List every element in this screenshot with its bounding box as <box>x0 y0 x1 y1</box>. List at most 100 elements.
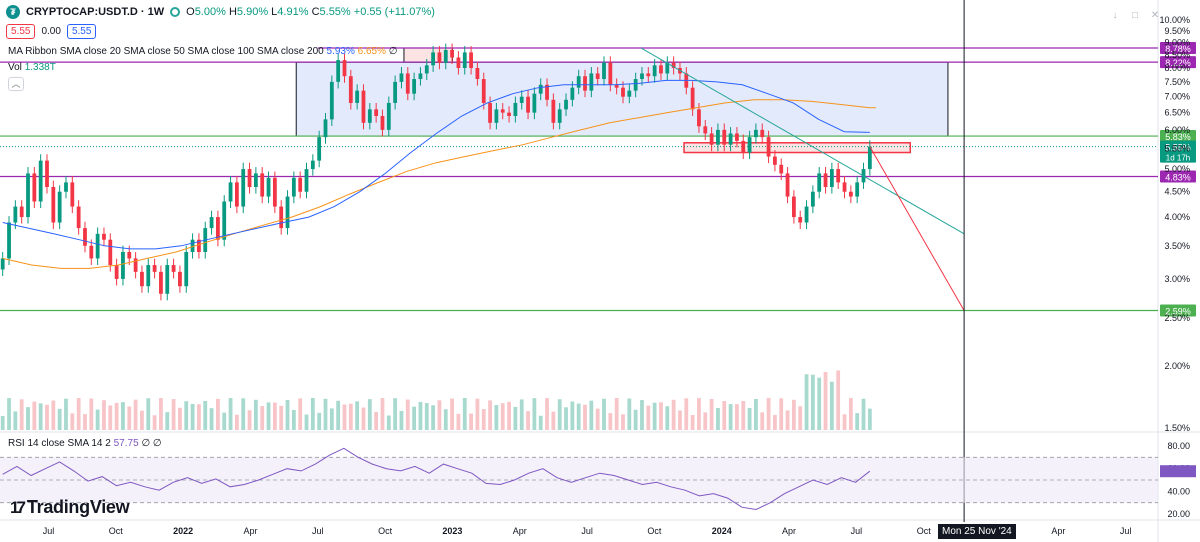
arrow-down-icon[interactable]: ↓ <box>1112 9 1118 21</box>
volume-bar <box>323 398 328 430</box>
volume-bar <box>228 398 233 430</box>
candle-body <box>418 73 423 80</box>
candle-body <box>848 191 853 197</box>
time-axis-tick: Oct <box>109 526 124 536</box>
tradingview-logo-icon: 17 <box>10 497 26 517</box>
volume-bar <box>102 400 106 430</box>
candle-body <box>735 133 739 141</box>
volume-bar <box>222 412 227 430</box>
ma50-line <box>2 79 870 250</box>
volume-bar <box>557 399 562 430</box>
rsi-line <box>2 447 871 511</box>
ma100-line <box>2 99 870 269</box>
candle-body <box>551 99 556 123</box>
volume-bar <box>443 409 448 430</box>
volume-bar <box>659 402 663 430</box>
volume-bar <box>500 403 505 430</box>
volume-bar <box>773 415 777 430</box>
volume-bar <box>766 398 771 430</box>
candle-body <box>570 87 575 100</box>
volume-bar <box>57 408 62 430</box>
volume-bar <box>627 398 632 430</box>
volume-legend[interactable]: Vol 1.338T <box>8 62 56 73</box>
volume-bar <box>507 401 511 430</box>
sell-price-box[interactable]: 5.55 <box>6 24 36 39</box>
volume-bar <box>76 398 81 430</box>
candle-body <box>234 182 239 207</box>
candle-body <box>304 169 309 192</box>
price-axis-tick: 3.50% <box>1164 241 1190 251</box>
candle-body <box>253 173 258 188</box>
fullscreen-icon[interactable]: □ <box>1131 9 1139 21</box>
candle-body <box>114 265 119 279</box>
time-axis-tick: Apr <box>1051 526 1065 536</box>
price-tag <box>1160 56 1196 69</box>
volume-bar <box>526 411 530 430</box>
candle-body <box>519 96 524 103</box>
candle-body <box>184 252 189 287</box>
candle-body <box>102 233 106 240</box>
candle-body <box>121 252 125 279</box>
candle-body <box>13 206 18 223</box>
volume-bar <box>114 402 119 430</box>
volume-bar <box>203 400 208 430</box>
volume-bar <box>450 398 454 430</box>
volume-bar <box>336 400 341 430</box>
settings-icon[interactable]: ✕ <box>1150 9 1160 21</box>
volume-bar <box>216 398 220 430</box>
volume-bar <box>89 398 94 430</box>
volume-bar <box>165 412 170 430</box>
buy-price-box[interactable]: 5.55 <box>66 24 97 39</box>
volume-bar <box>475 398 480 430</box>
time-axis-tick: 2022 <box>173 526 193 536</box>
candle-body <box>412 79 417 94</box>
collapse-legend-button[interactable]: ︿ <box>8 77 24 91</box>
volume-bar <box>646 405 651 430</box>
symbol-logo-icon: ₮ <box>6 5 20 19</box>
candle-body <box>741 140 746 153</box>
volume-bar <box>697 398 701 430</box>
volume-bar <box>728 404 733 430</box>
candle-body <box>279 206 284 229</box>
candle-body <box>728 133 733 145</box>
rsi-legend[interactable]: RSI 14 close SMA 14 2 57.75 ∅ ∅ <box>8 438 162 449</box>
volume-bar <box>374 411 379 430</box>
candle-body <box>336 60 341 82</box>
price-tag <box>1160 130 1196 143</box>
candle-body <box>583 76 587 91</box>
candle-body <box>64 182 68 192</box>
volume-bar <box>393 398 398 430</box>
volume-bar <box>51 400 56 430</box>
price-tag <box>1160 304 1196 317</box>
volume-bar <box>690 415 695 430</box>
volume-bar <box>469 413 473 430</box>
candle-body <box>817 173 822 192</box>
volume-bar <box>614 398 619 430</box>
demand-zone <box>683 142 911 154</box>
volume-bar <box>665 406 670 430</box>
time-axis-tick: Oct <box>378 526 393 536</box>
volume-bar <box>589 400 594 430</box>
candle-body <box>842 182 847 192</box>
price-axis-tick: 3.00% <box>1164 274 1190 284</box>
volume-bar <box>291 410 296 430</box>
price-tag-label: 4.83% <box>1165 173 1191 183</box>
price-tag <box>1160 41 1196 54</box>
candle-body <box>323 119 328 138</box>
volume-bar <box>716 407 720 430</box>
ma-ribbon-legend[interactable]: MA Ribbon SMA close 20 SMA close 50 SMA … <box>8 46 398 57</box>
candle-body <box>671 62 676 68</box>
candle-body <box>526 96 530 113</box>
candle-body <box>621 87 625 97</box>
volume-bar <box>867 408 872 430</box>
candle-body <box>26 173 30 218</box>
volume-bar <box>38 403 43 430</box>
volume-bar <box>424 403 429 430</box>
spread-value: 0.00 <box>41 26 61 37</box>
volume-bar <box>519 399 524 430</box>
volume-bar <box>209 408 214 430</box>
symbol-title[interactable]: CRYPTOCAP:USDT.D · 1W <box>26 6 165 18</box>
candle-body <box>494 109 499 123</box>
candle-body <box>272 177 277 207</box>
